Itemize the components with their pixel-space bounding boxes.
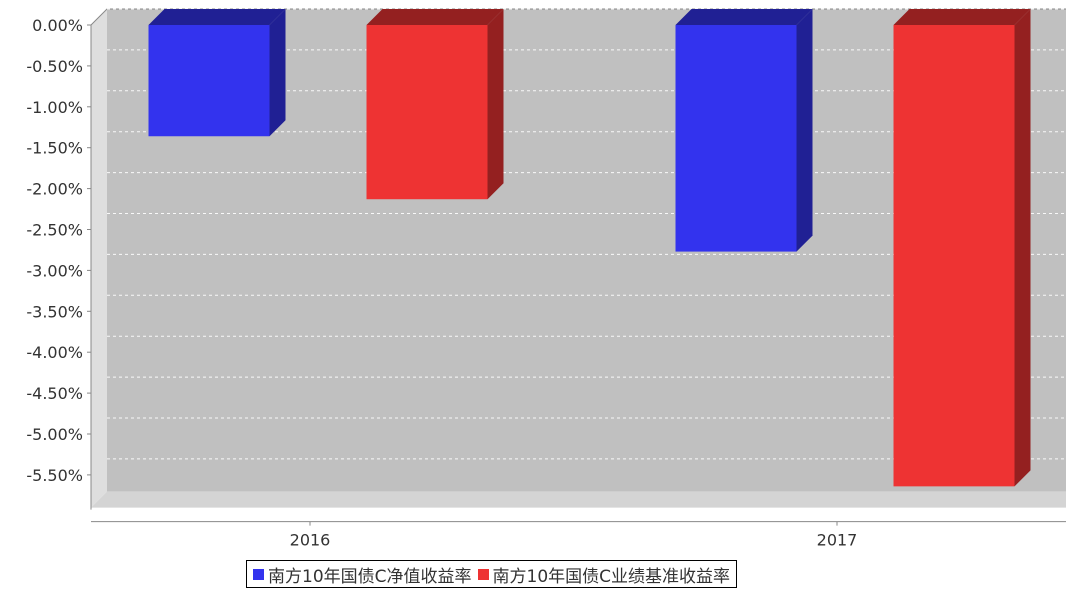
bar-front-face (675, 25, 797, 252)
legend-label-benchmark-return: 南方10年国债C业绩基准收益率 (492, 566, 731, 587)
legend-item-nav-return: 南方10年国债C净值收益率 (253, 562, 472, 587)
bar-front-face (893, 25, 1015, 487)
x-tick-label: 2016 (290, 531, 331, 550)
bar-top-face (893, 9, 1031, 25)
legend-swatch-blue (253, 568, 264, 580)
bar (893, 9, 1031, 487)
axes-group: 0.00% -0.50% -1.00% -1.50% -2.00% -2.50% -3.00… (26, 16, 1066, 550)
y-tick-label: -1.00% (26, 98, 83, 117)
legend-label-nav-return: 南方10年国债C净值收益率 (268, 566, 472, 587)
bar-top-face (366, 9, 504, 25)
y-tick-label: -2.00% (26, 180, 83, 199)
bar-side-face (1014, 9, 1031, 487)
y-tick-label: -4.00% (26, 343, 83, 362)
bar-side-face (487, 9, 504, 200)
bar-top-face (148, 9, 286, 25)
legend-swatch-red (477, 568, 489, 580)
plot-side-wall (91, 9, 107, 508)
y-tick-label: -4.50% (26, 384, 83, 403)
bar-front-face (366, 25, 488, 200)
bar-top-face (675, 9, 813, 25)
bar (675, 9, 813, 252)
bar-front-face (148, 25, 270, 137)
y-tick-label: -1.50% (26, 139, 83, 158)
y-tick-label: 0.00% (32, 16, 83, 35)
bars-group (148, 9, 1031, 487)
legend: 南方10年国债C净值收益率 南方10年国债C业绩基准收益率 (246, 560, 738, 588)
legend-item-benchmark-return: 南方10年国债C业绩基准收益率 (477, 562, 731, 587)
plot-floor (91, 491, 1066, 508)
bar (366, 9, 504, 200)
bar-side-face (269, 9, 286, 137)
bar-side-face (796, 9, 813, 252)
y-tick-label: -3.00% (26, 261, 83, 280)
bar (148, 9, 286, 137)
y-tick-label: -0.50% (26, 57, 83, 76)
x-tick-label: 2017 (817, 531, 858, 550)
y-tick-label: -5.00% (26, 425, 83, 444)
y-tick-label: -3.50% (26, 302, 83, 321)
y-tick-label: -2.50% (26, 221, 83, 240)
y-tick-label: -5.50% (26, 466, 83, 485)
